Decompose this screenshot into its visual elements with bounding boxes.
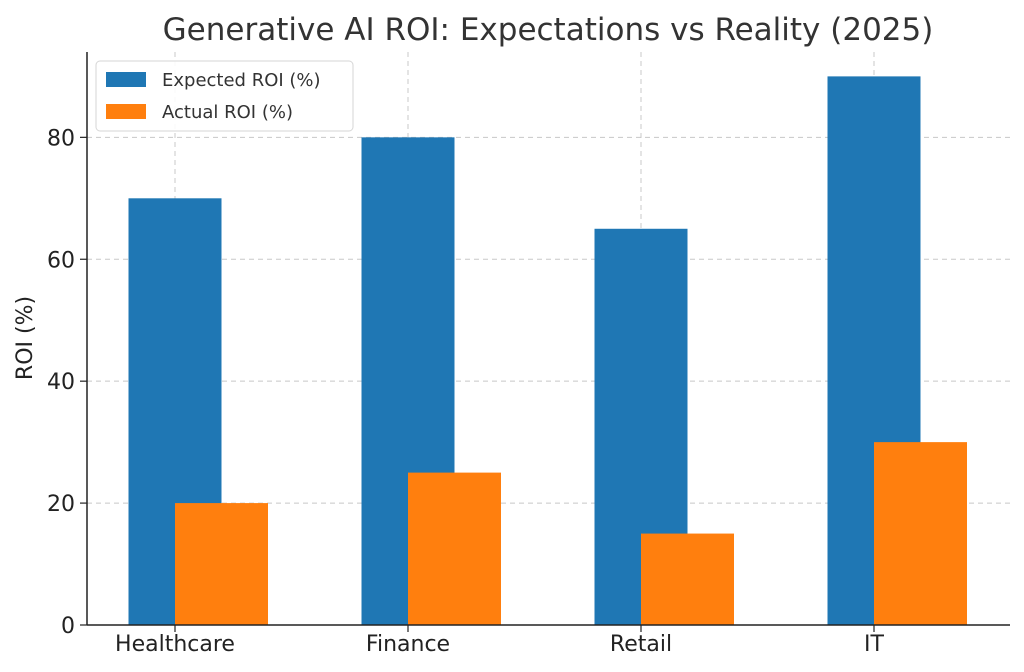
- legend-swatch-actual: [106, 104, 146, 119]
- legend: Expected ROI (%) Actual ROI (%): [95, 60, 354, 132]
- y-axis-label: ROI (%): [13, 296, 38, 380]
- bar-actual-it: [874, 442, 967, 625]
- legend-frame: [95, 60, 354, 132]
- bars: [128, 76, 967, 626]
- x-axis-ticks: Healthcare Finance Retail IT: [115, 625, 885, 657]
- y-tick-label: 20: [47, 492, 75, 517]
- bar-actual-finance: [408, 472, 501, 625]
- x-tick-label: Healthcare: [115, 632, 235, 657]
- x-tick-label: IT: [864, 632, 884, 657]
- legend-label-expected: Expected ROI (%): [162, 70, 321, 91]
- x-tick-label: Finance: [366, 632, 450, 657]
- y-axis-ticks: 0 20 40 60 80: [47, 126, 87, 639]
- y-tick-label: 0: [61, 614, 75, 639]
- chart-title: Generative AI ROI: Expectations vs Reali…: [163, 12, 934, 48]
- legend-swatch-expected: [106, 72, 146, 87]
- bar-actual-retail: [641, 533, 734, 625]
- bar-actual-healthcare: [175, 503, 268, 625]
- legend-label-actual: Actual ROI (%): [162, 102, 293, 123]
- y-tick-label: 60: [47, 248, 75, 273]
- y-tick-label: 40: [47, 370, 75, 395]
- y-tick-label: 80: [47, 126, 75, 151]
- x-tick-label: Retail: [610, 632, 672, 657]
